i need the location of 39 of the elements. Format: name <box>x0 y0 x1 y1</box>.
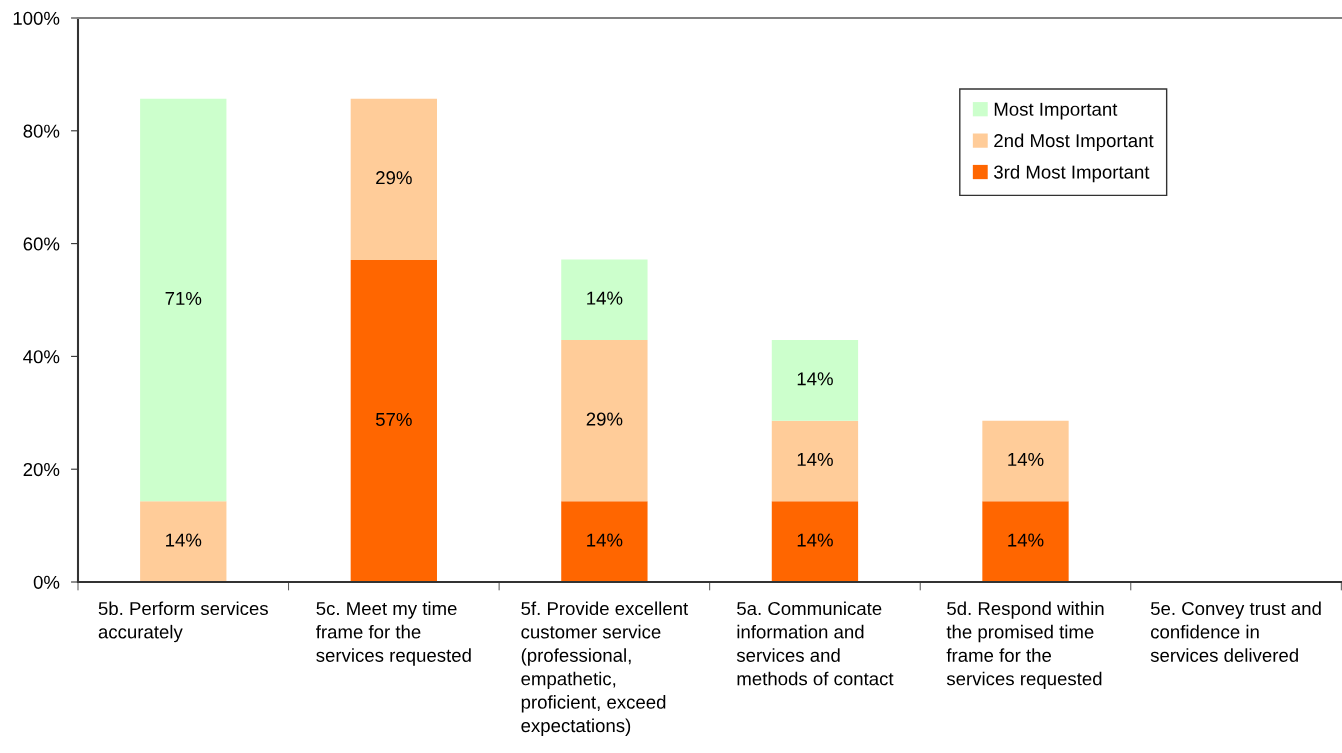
data-label: 14% <box>797 452 833 466</box>
data-label: 14% <box>587 291 623 305</box>
bar <box>140 501 227 582</box>
data-label: 57% <box>375 412 412 426</box>
data-label: 14% <box>797 372 833 386</box>
bar <box>561 259 648 341</box>
data-label: 14% <box>166 533 202 547</box>
legend-label: Most Important <box>994 102 1118 120</box>
bar <box>561 340 648 502</box>
bar <box>771 420 859 502</box>
data-label: 14% <box>1008 533 1044 547</box>
data-label: 14% <box>587 533 623 547</box>
x-tick-label: 5e. Convey trust and confidence in services delivered <box>1150 601 1321 662</box>
bar <box>771 340 859 421</box>
data-label: 71% <box>165 291 202 305</box>
x-tick-label: 5b. Perform services accurately <box>98 601 268 643</box>
bar <box>561 501 648 582</box>
bar <box>140 98 227 502</box>
y-tick-label: 20% <box>23 462 60 477</box>
bar <box>771 501 859 582</box>
y-tick-label: 100% <box>13 11 60 25</box>
x-tick-label: 5d. Respond within the promised time frame for the services requested <box>946 601 1104 690</box>
x-tick-label: 5a. Communicate information and services and methods of contact <box>736 601 894 686</box>
bar <box>350 259 437 582</box>
bar <box>350 98 437 260</box>
y-tick-label: 0% <box>33 575 60 589</box>
legend-label: 3rd Most Important <box>994 165 1150 183</box>
data-label: 14% <box>1008 452 1044 466</box>
y-tick-label: 80% <box>23 124 60 138</box>
legend-label: 2nd Most Important <box>994 133 1154 151</box>
y-tick-label: 40% <box>23 350 60 364</box>
data-label: 14% <box>797 533 833 547</box>
y-tick-label: 60% <box>23 237 60 251</box>
data-label: 29% <box>376 171 412 185</box>
bar <box>982 420 1069 502</box>
x-tick-label: 5c. Meet my time frame for the services requested <box>316 601 471 666</box>
bar <box>982 501 1069 582</box>
x-tick-label: 5f. Provide excellent customer service (professional, empathetic, proficient, exceed expectations) <box>521 601 689 736</box>
data-label: 29% <box>586 412 623 426</box>
